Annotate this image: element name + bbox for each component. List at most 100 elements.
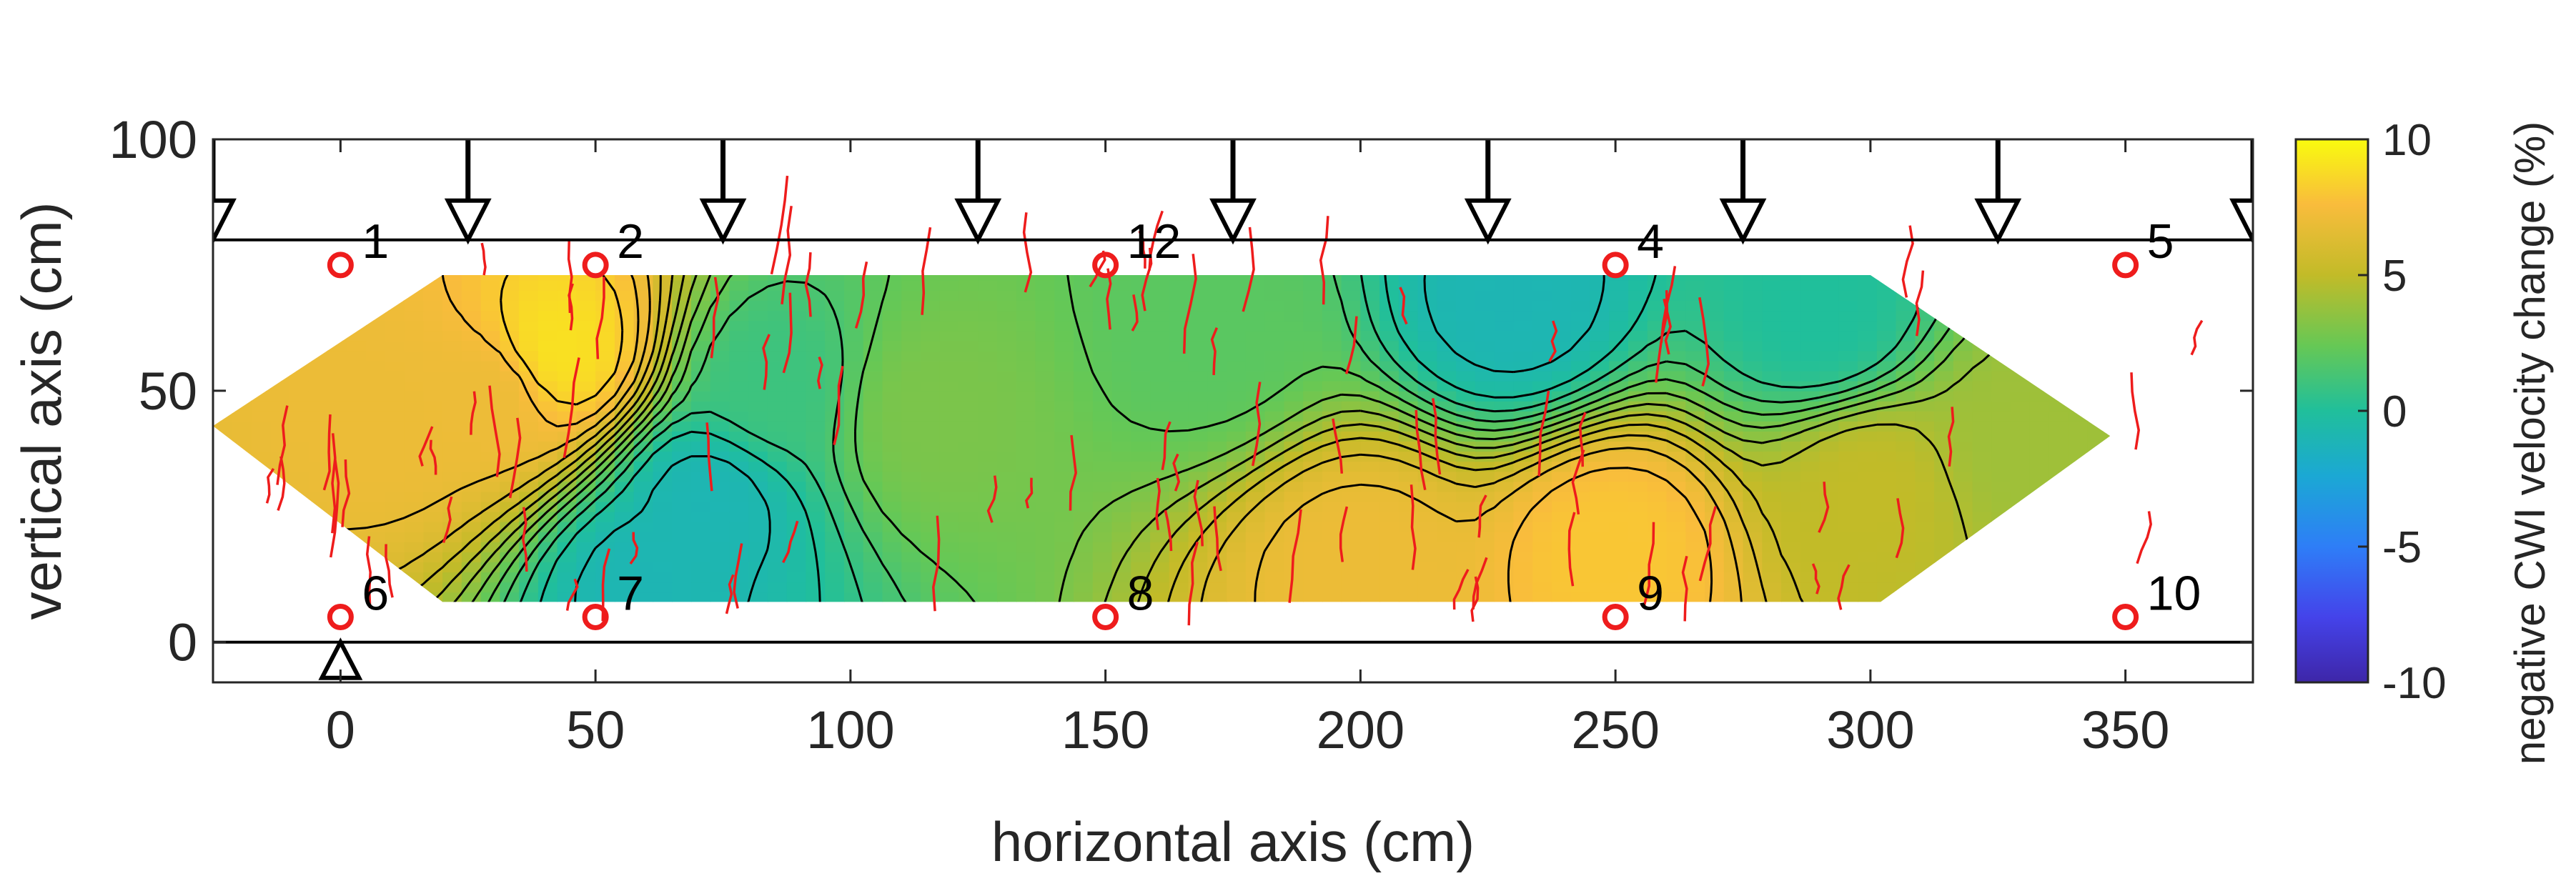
field-cell [385,320,405,332]
field-cell [882,572,903,583]
field-cell [385,310,405,322]
field-cell [1991,290,2011,301]
field-cell [404,290,425,301]
field-cell [423,552,443,562]
field-cell [729,340,749,352]
field-cell [653,350,673,362]
field-cell [1915,511,1935,522]
field-cell [921,431,941,442]
field-cell [385,280,405,291]
field-cell [1188,280,1209,291]
field-cell [978,370,998,382]
field-cell [1876,491,1897,502]
field-cell [308,411,329,422]
field-cell [1322,552,1342,562]
field-cell [978,275,998,281]
field-cell [1800,552,1820,562]
field-cell [786,275,807,281]
field-cell [442,370,462,382]
field-cell [2068,511,2088,522]
field-cell [1322,320,1342,332]
field-cell [614,330,635,342]
field-cell [1111,300,1132,312]
field-cell [1284,451,1304,462]
field-cell [1322,471,1342,482]
field-cell [1705,275,1725,281]
field-cell [939,441,960,452]
field-cell [1360,572,1380,583]
field-cell [1169,310,1189,322]
field-cell [958,370,979,382]
field-cell [1723,451,1744,462]
field-cell [1054,471,1074,482]
field-cell [1532,320,1552,332]
field-cell [1054,390,1074,402]
field-cell [1551,290,1572,301]
field-cell [1972,491,1993,502]
field-cell [1628,572,1648,583]
field-cell [1685,390,1705,402]
field-cell [690,300,711,312]
field-cell [1207,330,1227,342]
field-cell [1417,431,1438,442]
field-cell [710,501,730,512]
field-cell [882,320,903,332]
field-cell [251,360,272,372]
field-cell [1360,531,1380,542]
field-cell [1303,562,1323,572]
field-cell [1590,592,1610,602]
field-cell [1054,310,1074,322]
field-cell [806,421,826,432]
field-cell [1074,572,1094,583]
field-cell [232,320,252,332]
field-cell [1207,310,1227,322]
field-cell [347,471,367,482]
field-cell [2029,275,2050,281]
field-cell [2087,562,2107,572]
field-cell [1169,290,1189,301]
field-cell [2068,531,2088,542]
field-cell [1838,451,1858,462]
field-cell [423,582,443,593]
field-cell [863,562,883,572]
field-cell [1303,592,1323,602]
field-cell [653,592,673,602]
field-cell [863,602,883,612]
field-cell [767,360,788,372]
field-cell [958,310,979,322]
field-cell [1437,290,1457,301]
field-cell [1838,441,1858,452]
field-cell [1762,310,1782,322]
field-cell [653,310,673,322]
field-cell [710,340,730,352]
field-cell [1723,330,1744,342]
field-cell [232,411,252,422]
field-cell [404,310,425,322]
field-cell [423,441,443,452]
field-cell [2087,310,2107,322]
field-cell [978,592,998,602]
field-cell [1303,471,1323,482]
field-cell [232,511,252,522]
field-cell [2029,310,2050,322]
field-cell [653,491,673,502]
field-cell [1054,330,1074,342]
field-cell [1150,380,1170,392]
field-cell [1245,390,1266,402]
field-cell [557,275,578,281]
field-cell [1074,582,1094,593]
field-cell [2049,511,2069,522]
field-cell [461,360,482,372]
field-cell [690,275,711,281]
field-cell [1628,592,1648,602]
field-cell [958,421,979,432]
field-cell [1322,501,1342,512]
field-cell [1858,542,1878,552]
field-cell [1189,602,1209,612]
field-cell [2011,521,2031,532]
field-cell [1054,320,1074,332]
field-cell [595,340,615,352]
field-cell [978,340,998,352]
field-cell [1207,290,1227,301]
